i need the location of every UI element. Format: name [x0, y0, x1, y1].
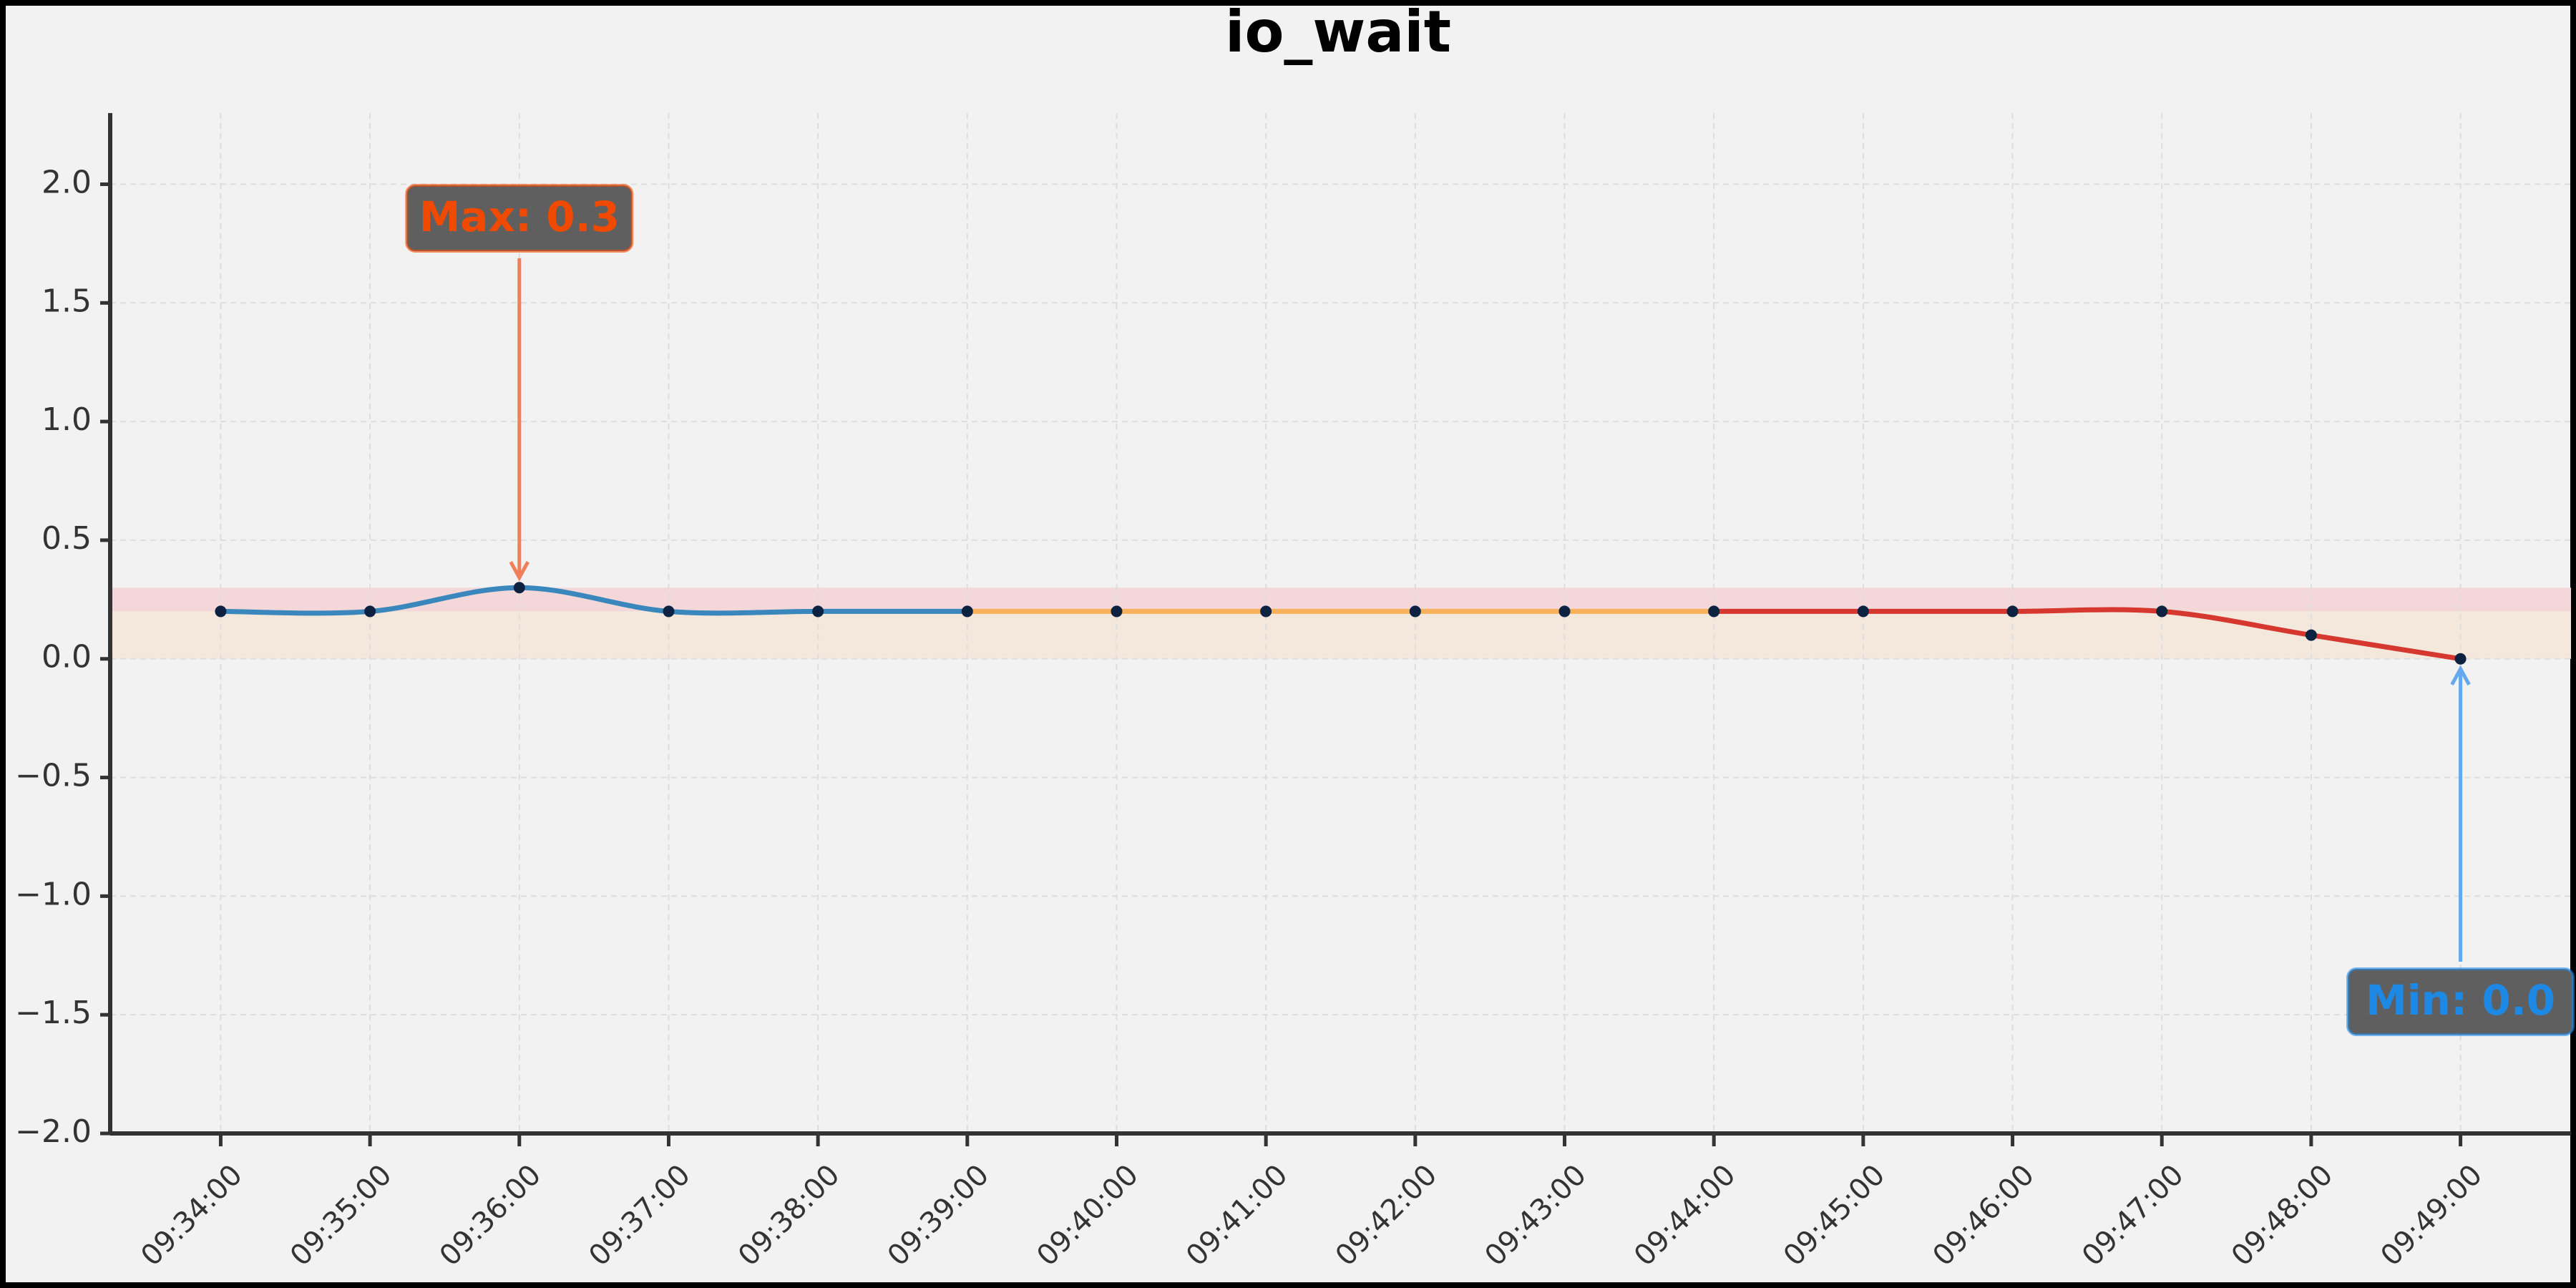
data-point — [2305, 629, 2317, 641]
data-point — [2454, 653, 2467, 665]
annotation-label: Min: 0.0 — [2366, 976, 2555, 1025]
y-tick-label: 1.5 — [42, 283, 92, 319]
series-line — [1714, 607, 2462, 662]
y-tick-label: 0.5 — [42, 520, 92, 557]
data-point — [663, 605, 675, 618]
data-point — [513, 582, 525, 594]
y-tick-label: −1.5 — [15, 995, 92, 1031]
series-line — [220, 585, 967, 616]
y-tick-label: 1.0 — [42, 401, 92, 438]
data-point — [1260, 605, 1272, 618]
y-tick-label: 0.0 — [42, 639, 92, 675]
chart-title: io_wait — [1225, 0, 1451, 65]
y-tick-label: 2.0 — [42, 164, 92, 200]
annotation-label: Max: 0.3 — [419, 192, 620, 241]
data-point — [812, 605, 824, 618]
data-point — [1857, 605, 1869, 618]
data-point — [2006, 605, 2019, 618]
data-point — [215, 605, 227, 618]
annotation-box — [2346, 967, 2575, 1036]
data-point — [364, 605, 376, 618]
data-point — [1409, 605, 1421, 618]
y-tick-label: −0.5 — [15, 758, 92, 794]
annotation-arrowhead — [509, 561, 530, 582]
data-point — [2156, 605, 2168, 618]
data-point — [961, 605, 973, 618]
threshold-band — [110, 611, 2571, 659]
y-tick-label: −1.0 — [15, 876, 92, 912]
y-tick-label: −2.0 — [15, 1113, 92, 1150]
data-point — [1708, 605, 1720, 618]
annotation-box — [405, 184, 634, 253]
annotation-arrowhead — [2450, 665, 2471, 686]
data-point — [1558, 605, 1571, 618]
data-point — [1111, 605, 1123, 618]
